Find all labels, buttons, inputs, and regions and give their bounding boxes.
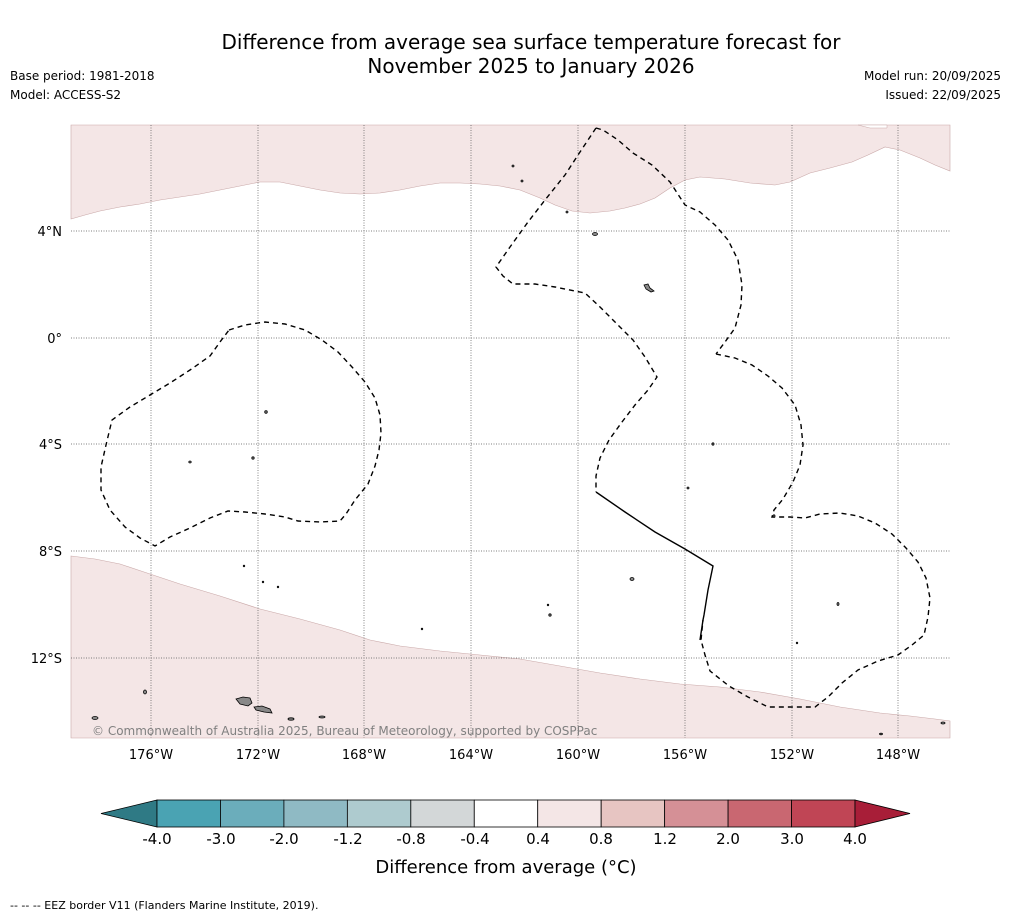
lat-label-12s: 12°S xyxy=(31,652,62,667)
lon-label-148w: 148°W xyxy=(876,748,920,763)
eez-borders xyxy=(100,127,931,708)
colorbar-segment xyxy=(346,799,412,828)
colorbar-segment xyxy=(600,799,666,828)
cbar-tick-10: 3.0 xyxy=(780,830,804,848)
island-cook-a xyxy=(940,721,946,725)
meta-right: Model run: 20/09/2025 Issued: 22/09/2025 xyxy=(864,67,1001,105)
colorbar-label: Difference from average (°C) xyxy=(375,857,636,878)
island-vostok xyxy=(795,641,799,645)
colorbar-ticks: -4.0 -3.0 -2.0 -1.2 -0.8 -0.4 0.4 0.8 1.… xyxy=(142,830,867,848)
meta-left: Base period: 1981-2018 Model: ACCESS-S2 xyxy=(10,67,155,105)
eez-western-region xyxy=(100,321,382,547)
lat-label-0: 0° xyxy=(47,332,62,347)
island-cook-b xyxy=(879,732,883,736)
lat-label-8s: 8°S xyxy=(39,545,62,560)
colorbar xyxy=(100,799,911,828)
copyright-text: © Commonwealth of Australia 2025, Bureau… xyxy=(92,724,597,738)
island-starbuck xyxy=(711,442,715,446)
island-flint xyxy=(836,602,840,606)
lon-label-164w: 164°W xyxy=(449,748,493,763)
island-futuna xyxy=(91,716,99,720)
eez-footnote: -- -- -- EEZ border V11 (Flanders Marine… xyxy=(10,899,319,912)
island-small-d xyxy=(546,603,550,607)
island-upolu xyxy=(253,705,273,714)
cbar-tick-0: -4.0 xyxy=(142,830,171,848)
island-small-c xyxy=(276,585,280,589)
colorbar-segment xyxy=(156,799,221,828)
island-phoenix-b xyxy=(251,456,255,460)
lon-label-160w: 160°W xyxy=(556,748,600,763)
map-area: © Commonwealth of Australia 2025, Bureau… xyxy=(70,124,951,739)
island-wallis xyxy=(143,689,147,695)
island-savaii xyxy=(235,696,253,707)
model-text: Model: ACCESS-S2 xyxy=(10,88,122,102)
island-tabuaeran xyxy=(592,232,598,236)
island-phoenix-c xyxy=(188,460,192,464)
lat-axis-labels: 4°N 0° 4°S 8°S 12°S xyxy=(31,225,62,667)
eez-central-west xyxy=(495,127,658,492)
lon-label-172w: 172°W xyxy=(236,748,280,763)
island-palmyra xyxy=(520,179,524,183)
lon-label-176w: 176°W xyxy=(129,748,173,763)
colorbar-segment xyxy=(220,799,285,828)
island-kiritimati xyxy=(643,283,655,293)
cbar-tick-4: -0.8 xyxy=(396,830,425,848)
cbar-tick-5: -0.4 xyxy=(460,830,489,848)
eez-central-boundary xyxy=(595,127,743,355)
cbar-tick-7: 0.8 xyxy=(589,830,613,848)
island-atoll-a xyxy=(629,577,635,581)
cbar-tick-1: -3.0 xyxy=(206,830,235,848)
colorbar-segment xyxy=(283,799,348,828)
island-small-a xyxy=(242,564,246,568)
island-tokelau xyxy=(420,627,424,631)
lon-axis-labels: 176°W 172°W 168°W 164°W 160°W 156°W 152°… xyxy=(129,748,920,763)
eez-solid-boundary xyxy=(595,491,714,641)
title-line-1: Difference from average sea surface temp… xyxy=(221,30,841,54)
lat-label-4n: 4°N xyxy=(38,225,63,240)
north-white-patch xyxy=(857,124,888,129)
lon-label-152w: 152°W xyxy=(770,748,814,763)
cbar-tick-8: 1.2 xyxy=(653,830,677,848)
island-phoenix-a xyxy=(264,410,268,414)
island-teraina xyxy=(565,210,569,214)
map-title: Difference from average sea surface temp… xyxy=(0,30,1011,78)
colorbar-segment xyxy=(791,799,856,828)
island-manua xyxy=(318,715,326,719)
base-period-text: Base period: 1981-2018 xyxy=(10,69,155,83)
cbar-tick-11: 4.0 xyxy=(843,830,867,848)
cbar-tick-6: 0.4 xyxy=(526,830,550,848)
cbar-tick-3: -1.2 xyxy=(333,830,362,848)
issued-text: Issued: 22/09/2025 xyxy=(885,88,1001,102)
colorbar-segment xyxy=(727,799,792,828)
colorbar-segment xyxy=(473,799,539,828)
islands xyxy=(91,164,946,736)
cbar-tick-9: 2.0 xyxy=(716,830,740,848)
island-kingman xyxy=(511,164,515,168)
island-atoll-b xyxy=(548,613,552,617)
title-line-2: November 2025 to January 2026 xyxy=(367,54,695,78)
north-anomaly-region xyxy=(70,124,951,220)
lat-label-4s: 4°S xyxy=(39,438,62,453)
island-caroline xyxy=(772,514,776,518)
eez-eastern-region xyxy=(700,353,931,708)
island-tutuila xyxy=(287,717,295,721)
colorbar-extend-low xyxy=(100,799,158,828)
lon-label-156w: 156°W xyxy=(663,748,707,763)
colorbar-segment xyxy=(664,799,729,828)
colorbar-segment xyxy=(410,799,475,828)
model-run-text: Model run: 20/09/2025 xyxy=(863,69,1001,83)
colorbar-segment xyxy=(537,799,602,828)
south-anomaly-region xyxy=(70,555,951,739)
island-malden xyxy=(686,486,690,490)
cbar-tick-2: -2.0 xyxy=(269,830,298,848)
colorbar-extend-high xyxy=(854,799,911,828)
island-small-b xyxy=(261,580,265,584)
lon-label-168w: 168°W xyxy=(342,748,386,763)
